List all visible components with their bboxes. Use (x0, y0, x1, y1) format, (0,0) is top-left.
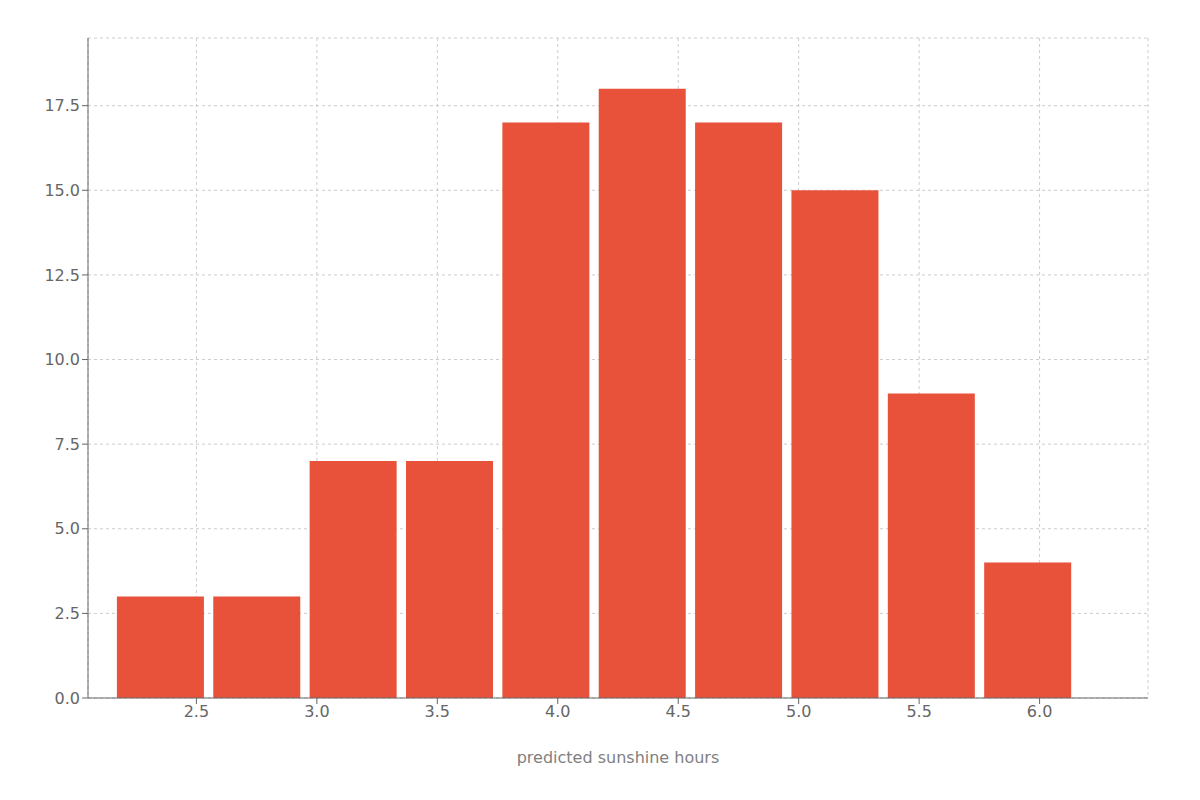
svg-text:17.5: 17.5 (44, 96, 80, 115)
svg-text:predicted sunshine hours: predicted sunshine hours (517, 748, 720, 767)
svg-text:5.5: 5.5 (906, 702, 931, 721)
svg-text:5.0: 5.0 (786, 702, 811, 721)
svg-text:0.0: 0.0 (55, 689, 80, 708)
svg-text:3.5: 3.5 (425, 702, 450, 721)
svg-text:12.5: 12.5 (44, 266, 80, 285)
svg-text:4.5: 4.5 (666, 702, 691, 721)
svg-text:3.0: 3.0 (304, 702, 329, 721)
svg-text:4.0: 4.0 (545, 702, 570, 721)
svg-text:15.0: 15.0 (44, 181, 80, 200)
svg-text:10.0: 10.0 (44, 350, 80, 369)
svg-text:7.5: 7.5 (55, 435, 80, 454)
svg-text:2.5: 2.5 (55, 604, 80, 623)
svg-text:2.5: 2.5 (184, 702, 209, 721)
svg-text:5.0: 5.0 (55, 519, 80, 538)
svg-text:6.0: 6.0 (1027, 702, 1052, 721)
